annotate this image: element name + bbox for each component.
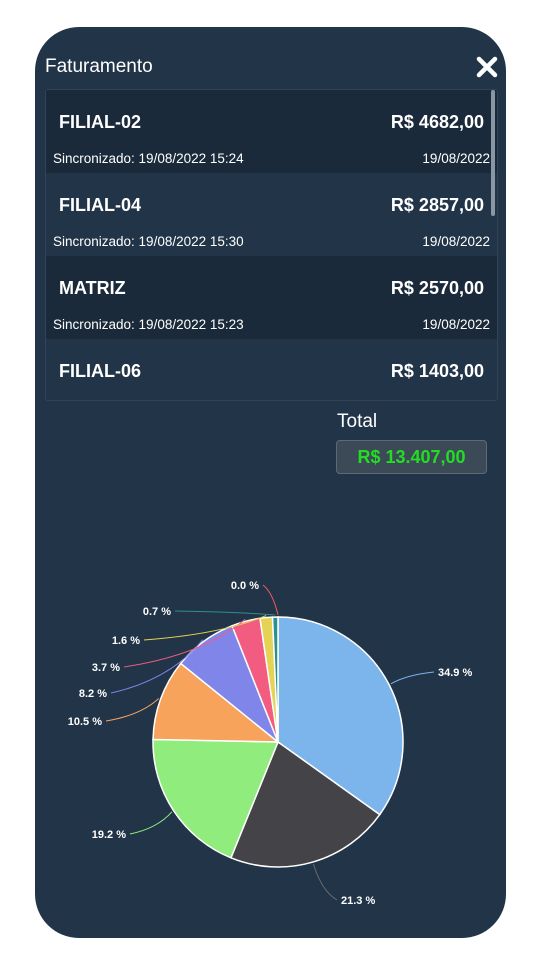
pie-data-label: 10.5 % [68, 716, 102, 728]
pie-connector [105, 698, 160, 722]
list-scrollbar[interactable] [491, 90, 495, 216]
branch-value: R$ 2570,00 [390, 278, 484, 298]
branch-date: 19/08/2022 [422, 234, 490, 249]
branch-date: 19/08/2022 [422, 151, 490, 166]
pie-slice[interactable] [271, 616, 279, 743]
branch-name: MATRIZ [59, 278, 126, 298]
branch-name: FILIAL-06 [59, 361, 142, 381]
faturamento-panel: Faturamento FILIAL-02 R$ 4682,00 Sincron… [35, 27, 506, 938]
pie-connector [129, 811, 173, 835]
branch-name: FILIAL-04 [59, 195, 142, 215]
pie-slice[interactable] [229, 740, 381, 868]
pie-data-label: 0.7 % [143, 606, 171, 618]
total-value: R$ 13.407,00 [336, 440, 487, 474]
pie-connector [123, 618, 246, 668]
branch-value: R$ 4682,00 [390, 112, 484, 132]
branch-list[interactable]: FILIAL-02 R$ 4682,00 Sincronizado: 19/08… [45, 89, 498, 401]
sync-text: Sincronizado: 19/08/2022 15:24 [53, 151, 244, 166]
pie-data-label: 34.9 % [438, 667, 472, 679]
total-label: Total [337, 411, 378, 432]
pie-slice[interactable] [152, 662, 281, 743]
list-item[interactable]: MATRIZ R$ 2570,00 Sincronizado: 19/08/20… [46, 256, 497, 339]
pie-slice[interactable] [277, 616, 404, 816]
sync-text: Sincronizado: 19/08/2022 15:23 [53, 317, 244, 332]
pie-data-label: 3.7 % [92, 662, 120, 674]
branch-value: R$ 1403,00 [390, 361, 484, 381]
sync-text: Sincronizado: 19/08/2022 15:30 [53, 234, 244, 249]
pie-connector [390, 671, 435, 685]
pie-chart: 34.9 % 21.3 % 19.2 % 10.5 % 8.2 % 3.7 % 1.6 % 0… [68, 580, 473, 907]
list-item[interactable]: FILIAL-02 R$ 4682,00 Sincronizado: 19/08… [46, 90, 497, 173]
branch-date: 19/08/2022 [422, 317, 490, 332]
branch-value: R$ 2857,00 [390, 195, 484, 215]
pie-data-label: 8.2 % [79, 688, 107, 700]
close-icon[interactable] [475, 55, 499, 79]
branch-name: FILIAL-02 [59, 112, 142, 132]
panel-title: Faturamento [45, 56, 153, 77]
pie-data-label: 1.6 % [112, 635, 140, 647]
pie-connector [174, 610, 276, 616]
pie-data-label: 21.3 % [341, 895, 375, 907]
pie-connector [312, 863, 338, 901]
pie-data-label: 19.2 % [92, 829, 126, 841]
pie-connector [262, 584, 279, 616]
pie-data-label: 0.0 % [231, 580, 259, 592]
pie-connector [143, 615, 267, 641]
list-item[interactable]: FILIAL-06 R$ 1403,00 [46, 339, 497, 400]
list-item[interactable]: FILIAL-04 R$ 2857,00 Sincronizado: 19/08… [46, 173, 497, 256]
pie-slice[interactable] [152, 738, 280, 859]
